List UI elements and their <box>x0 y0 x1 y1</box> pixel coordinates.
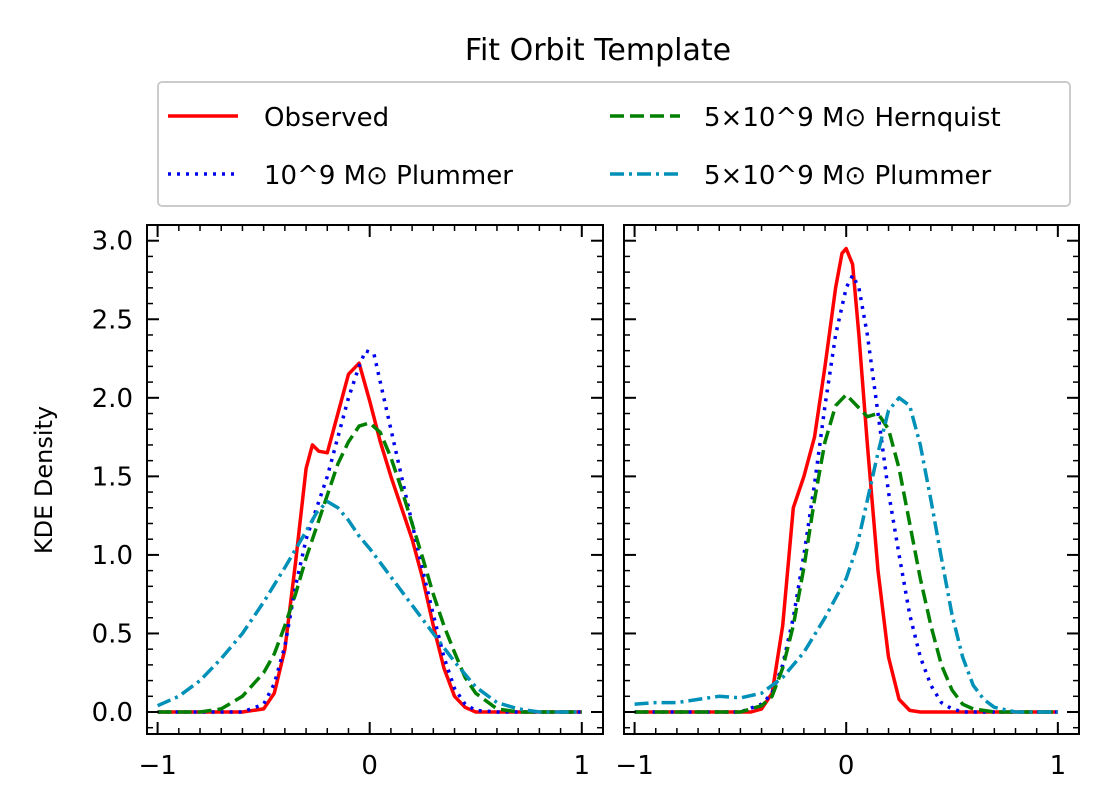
y-axis-label: KDE Density <box>30 406 58 554</box>
axes-frame-right <box>623 224 1080 735</box>
series-line-right-3 <box>634 396 1058 714</box>
x-tick-label-right-0: −1 <box>615 751 653 781</box>
y-tick-label-3: 1.5 <box>92 462 133 492</box>
panel-right: −1 0 1 <box>615 224 1080 781</box>
chart-title: Fit Orbit Template <box>465 33 731 68</box>
y-tick-label-6: 3.0 <box>92 227 133 257</box>
panel-left: −1 0 1 0.0 0.5 1.0 1.5 2.0 2.5 3.0 <box>92 224 604 781</box>
legend-label-5e9-hernquist: 5×10^9 M⊙ Hernquist <box>704 103 1001 133</box>
series-line-left-0 <box>157 361 582 714</box>
series-line-right-2 <box>634 392 1058 714</box>
x-tick-label-right-2: 1 <box>1050 751 1067 781</box>
x-tick-label-left-0: −1 <box>138 751 176 781</box>
axes-frame-left <box>146 224 604 735</box>
y-tick-label-2: 1.0 <box>92 541 133 571</box>
x-tick-label-right-1: 0 <box>838 751 855 781</box>
legend-label-observed: Observed <box>264 103 389 133</box>
legend-label-5e9-plummer: 5×10^9 M⊙ Plummer <box>704 161 992 191</box>
series-line-left-2 <box>157 421 582 714</box>
legend: Observed 10^9 M⊙ Plummer 5×10^9 M⊙ Hernq… <box>157 81 1071 207</box>
legend-label-1e9-plummer: 10^9 M⊙ Plummer <box>264 161 513 191</box>
y-tick-label-1: 0.5 <box>92 619 133 649</box>
series-line-right-1 <box>634 273 1058 714</box>
y-tick-label-5: 2.5 <box>92 305 133 335</box>
x-tick-label-left-2: 1 <box>574 751 591 781</box>
legend-frame <box>157 81 1071 207</box>
series-line-left-3 <box>156 499 582 714</box>
x-tick-label-left-1: 0 <box>361 751 378 781</box>
y-tick-label-4: 2.0 <box>92 384 133 414</box>
series-line-right-0 <box>634 246 1058 714</box>
y-tick-label-0: 0.0 <box>92 698 133 728</box>
